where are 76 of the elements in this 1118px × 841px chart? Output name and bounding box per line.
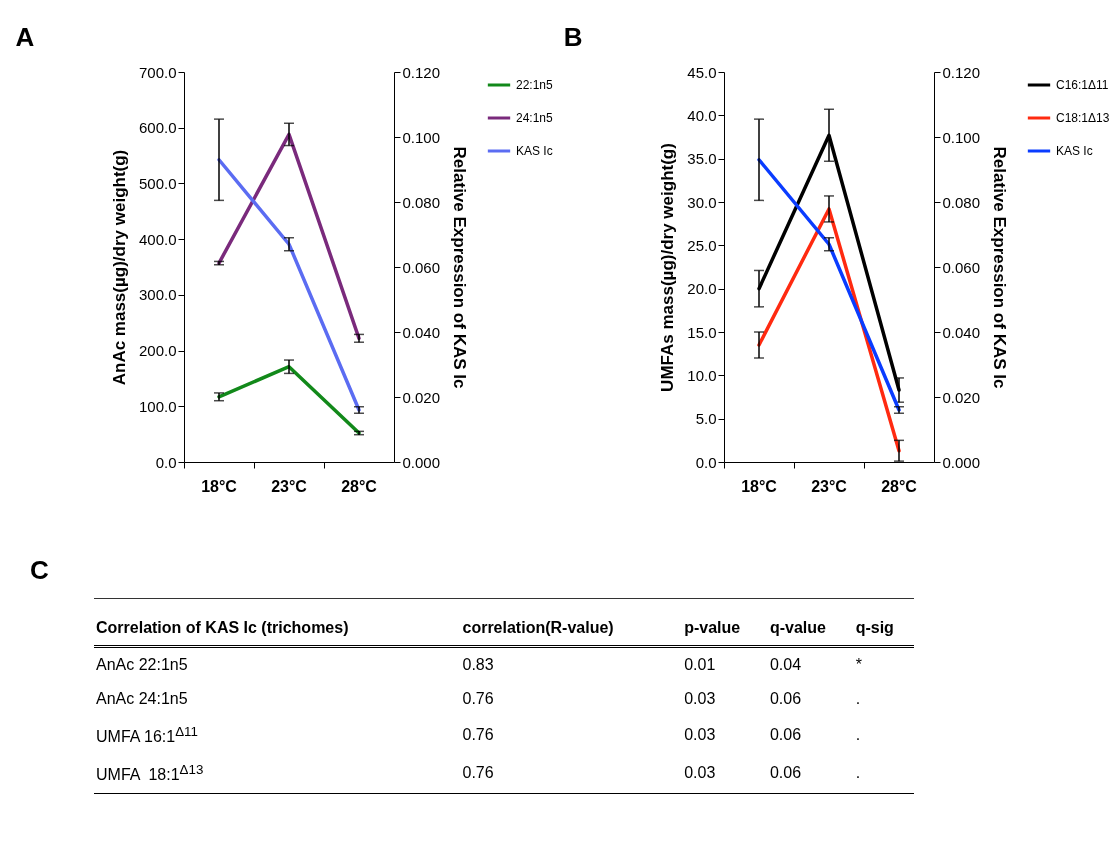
y2-tick-label: 0.060 [942, 258, 981, 276]
text: Correlation of KAS Ic (trichomes) [94, 598, 461, 647]
y-tick-label: 0.0 [155, 453, 177, 471]
y-tick-label: 40.0 [687, 106, 717, 124]
legend-label: KAS Ic [516, 144, 553, 158]
text: . [854, 689, 862, 709]
y2-tick-label: 0.100 [402, 128, 441, 146]
text: UMFA 18:1$^{Δ13}$ [95, 761, 205, 786]
x-tick-label: 23°C [811, 477, 848, 495]
text: 0.04 [768, 655, 803, 675]
chart-title: B [563, 22, 583, 52]
y2-axis-title: Relative Expression of KAS Ic [450, 146, 470, 389]
y-tick-label: 300.0 [138, 286, 177, 304]
x-tick-label: 23°C [271, 477, 308, 495]
legend-label: 24:1n5 [516, 111, 554, 125]
y2-tick-label: 0.020 [402, 388, 441, 406]
y2-tick-label: 0.020 [942, 388, 981, 406]
y-tick-label: 700.0 [138, 63, 177, 81]
y-tick-label: 30.0 [687, 193, 717, 211]
y-tick-label: 0.0 [695, 453, 717, 471]
y-tick-label: 200.0 [138, 342, 177, 360]
y2-tick-label: 0.120 [402, 63, 441, 81]
text: 0.01 [683, 655, 717, 675]
y2-tick-label: 0.100 [942, 128, 981, 146]
text: 0.06 [768, 725, 803, 746]
text: . [854, 725, 862, 746]
y2-tick-label: 0.080 [402, 193, 441, 211]
text: q-value [767, 598, 854, 647]
text: p-value [682, 598, 768, 647]
y2-tick-label: 0.040 [942, 323, 981, 341]
text: . [854, 763, 862, 784]
y-tick-label: 25.0 [687, 236, 717, 254]
text: UMFA 16:1$^{Δ11}$ [95, 723, 199, 748]
text: * [854, 655, 863, 675]
x-tick-label: 18°C [741, 477, 778, 495]
legend-label: 22:1n5 [516, 78, 554, 92]
y-tick-label: 10.0 [687, 366, 717, 384]
text: C [30, 555, 50, 586]
x-tick-label: 28°C [881, 477, 918, 495]
text: AnAc 22:1n5 [95, 655, 189, 675]
legend-label: KAS Ic [1056, 144, 1093, 158]
y-tick-label: 400.0 [138, 230, 177, 248]
text: correlation(R-value) [460, 598, 683, 647]
y-tick-label: 5.0 [695, 410, 717, 428]
text: 0.06 [768, 689, 803, 709]
text: 0.76 [461, 763, 495, 784]
y-axis-title: UMFAs mass(µg)/dry weight(g) [658, 143, 678, 392]
y2-tick-label: 0.120 [942, 63, 981, 81]
text: 0.03 [683, 763, 717, 784]
y-tick-label: 500.0 [138, 174, 177, 192]
y-axis-title: AnAc mass(µg)/dry weight(g) [109, 149, 129, 386]
x-tick-label: 28°C [341, 477, 378, 495]
text: 0.76 [461, 689, 495, 709]
y2-tick-label: 0.040 [402, 323, 441, 341]
y-tick-label: 600.0 [138, 119, 177, 137]
legend-label: C18:1Δ13 [1056, 111, 1110, 125]
text: AnAc 24:1n5 [95, 689, 189, 709]
chart-title: A [15, 22, 35, 52]
y2-tick-label: 0.000 [402, 453, 441, 471]
text: 0.76 [461, 725, 495, 746]
y2-tick-label: 0.060 [402, 258, 441, 276]
y-tick-label: 100.0 [138, 397, 177, 415]
y-tick-label: 35.0 [687, 150, 717, 168]
text: 0.06 [768, 763, 803, 784]
x-tick-label: 18°C [201, 477, 238, 495]
y-tick-label: 15.0 [687, 323, 717, 341]
text: q-sig [853, 598, 914, 647]
y-tick-label: 45.0 [687, 63, 717, 81]
legend-label: C16:1Δ11 [1056, 78, 1109, 92]
text: 0.03 [683, 689, 717, 709]
text: 0.03 [683, 725, 717, 746]
y-tick-label: 20.0 [687, 280, 717, 298]
y2-tick-label: 0.080 [942, 193, 981, 211]
y2-axis-title: Relative Expression of KAS Ic [990, 146, 1010, 389]
text: 0.83 [461, 655, 495, 675]
y2-tick-label: 0.000 [942, 453, 981, 471]
